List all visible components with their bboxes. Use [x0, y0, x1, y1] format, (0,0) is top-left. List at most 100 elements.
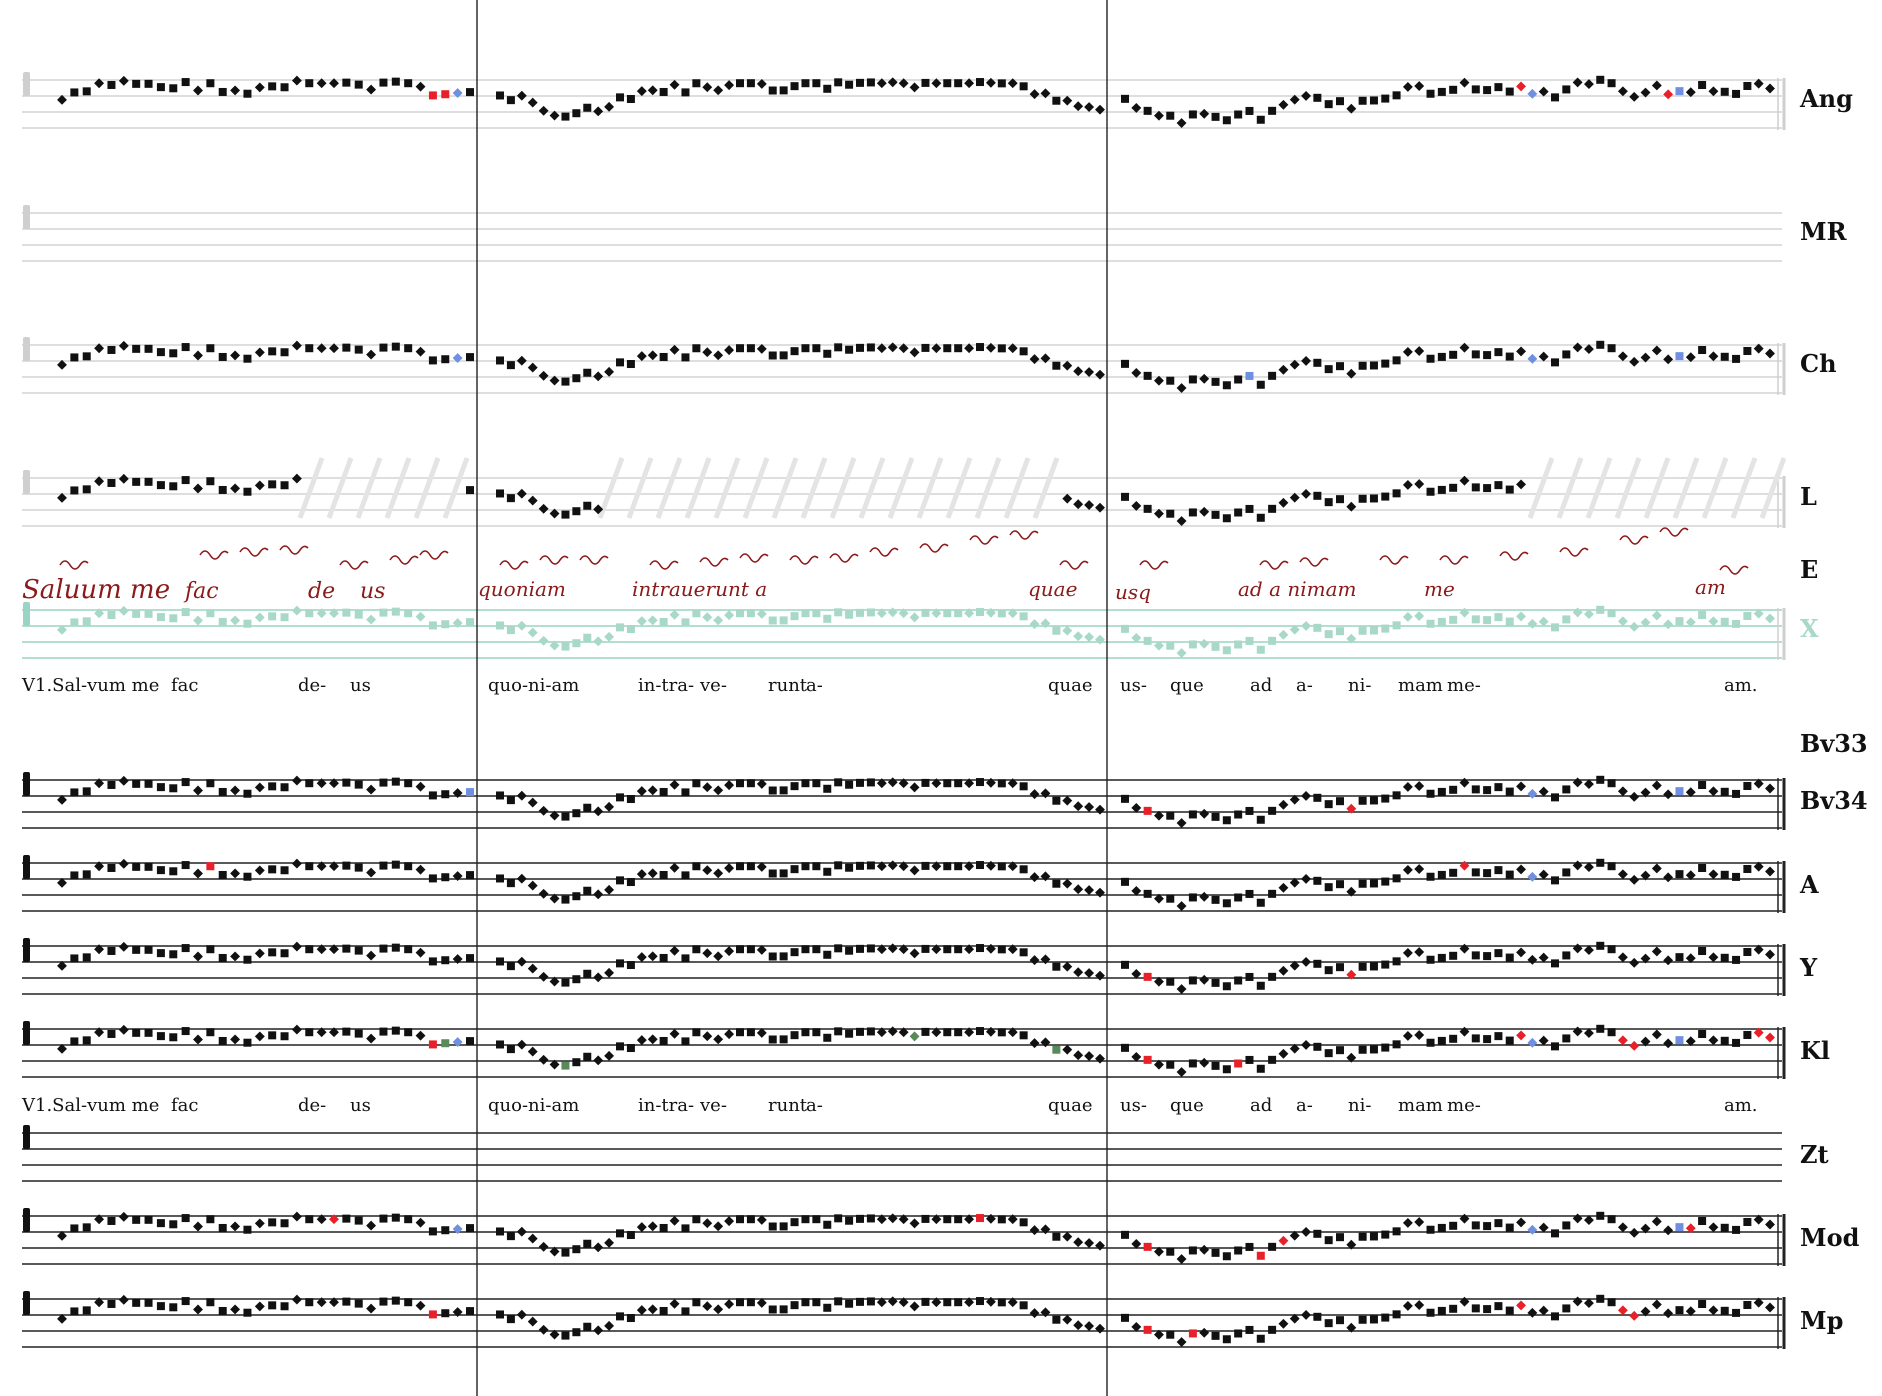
neume-square [1143, 636, 1152, 645]
neume-diamond [1095, 1240, 1105, 1251]
neume-square [976, 78, 984, 87]
neume-diamond [549, 1329, 560, 1340]
neume-diamond [1301, 488, 1312, 499]
neume-diamond [1199, 1244, 1210, 1255]
neume-square [169, 950, 178, 959]
neume-diamond [1153, 1329, 1164, 1340]
neume-square [144, 609, 153, 618]
neume-diamond [1527, 1037, 1538, 1048]
neume-square [845, 610, 854, 619]
neume-square [1392, 1227, 1401, 1236]
neume-square [1019, 1218, 1028, 1227]
neume-diamond [230, 85, 241, 96]
neume-diamond [1131, 500, 1142, 511]
neume-square [506, 96, 515, 105]
neume-square [1188, 1329, 1197, 1338]
neume-square [1437, 1036, 1446, 1045]
neume-square [1743, 611, 1752, 620]
neume-diamond [1414, 611, 1425, 622]
neume-diamond [549, 508, 560, 519]
neume-diamond [1583, 79, 1594, 90]
manuscript-word: Saluum me [22, 575, 170, 605]
neume-square [1245, 806, 1254, 815]
neume-diamond [1538, 616, 1549, 627]
neume-square [856, 1214, 864, 1223]
neume-diamond [291, 1024, 302, 1035]
neume-square [572, 374, 581, 383]
neume-square [616, 959, 624, 968]
neume-square [1143, 1055, 1152, 1064]
neume-square [1313, 1312, 1322, 1321]
neume-square [404, 609, 413, 618]
neume-diamond [647, 85, 658, 96]
neume-square [1234, 110, 1243, 119]
neume-diamond [636, 616, 647, 627]
neume-diamond [1414, 864, 1425, 875]
neume-square [681, 88, 690, 97]
neume-diamond [1516, 781, 1527, 792]
neume-square [1596, 1211, 1605, 1220]
neume-square [243, 1225, 252, 1234]
neume-diamond [1095, 1323, 1105, 1334]
neume-diamond [1346, 969, 1357, 980]
neume-diamond [193, 951, 203, 962]
neume-diamond [1301, 790, 1312, 801]
neume-square [169, 482, 178, 491]
neume-square [280, 481, 289, 490]
neume-square [1234, 1329, 1243, 1338]
neume-square [954, 779, 963, 788]
neume-diamond [329, 861, 339, 872]
neume-square [1732, 89, 1741, 98]
neume-diamond [538, 105, 549, 116]
neume-square [1052, 1315, 1061, 1324]
neume-square [736, 862, 744, 871]
lacuna-hatch [742, 457, 770, 519]
neume-diamond [1289, 1043, 1300, 1054]
neume-diamond [415, 864, 426, 875]
neume-diamond [1301, 90, 1312, 101]
neume-diamond [1765, 613, 1775, 624]
neume-diamond [1583, 1215, 1594, 1226]
neume-diamond [1346, 633, 1357, 644]
clef-icon [23, 205, 30, 229]
neume-square [1324, 100, 1333, 109]
neume-square [790, 82, 799, 91]
siglum-kl: Kl [1800, 1036, 1830, 1065]
neume-square [1596, 858, 1605, 867]
neume-diamond [254, 1301, 265, 1312]
neume-square [1381, 1230, 1390, 1239]
neume-square [496, 489, 504, 498]
neume-diamond [1095, 104, 1105, 115]
neume-diamond [1651, 610, 1662, 621]
neume-square [779, 786, 788, 795]
neume-square [736, 344, 744, 353]
neume-square [1188, 640, 1197, 649]
neume-diamond [647, 1221, 658, 1232]
neume-square [1562, 615, 1571, 624]
neume-square [1494, 1032, 1503, 1041]
neume-square [1505, 787, 1514, 796]
neume-diamond [366, 784, 377, 795]
neume-diamond [724, 345, 735, 356]
neume-square [1211, 642, 1220, 651]
neume-square [132, 1028, 141, 1037]
neume-diamond [415, 346, 426, 357]
neume-square [1675, 953, 1684, 962]
neume-square [561, 978, 570, 987]
neume-diamond [538, 635, 549, 646]
neume-square [856, 608, 864, 617]
clef-icon [23, 337, 30, 361]
manuscript-word: fac [183, 579, 219, 604]
neume-diamond [1131, 968, 1142, 979]
neume-diamond [593, 106, 604, 117]
neume-square [1483, 484, 1492, 493]
neume-diamond [1765, 949, 1775, 960]
neume-square [866, 1027, 875, 1036]
neume-diamond [964, 343, 975, 354]
neume-square [561, 1061, 570, 1070]
neume-square [70, 353, 79, 362]
neume-diamond [254, 948, 265, 959]
neume-square [428, 356, 437, 365]
neume-square [561, 1331, 570, 1340]
neume-diamond [1095, 369, 1105, 380]
